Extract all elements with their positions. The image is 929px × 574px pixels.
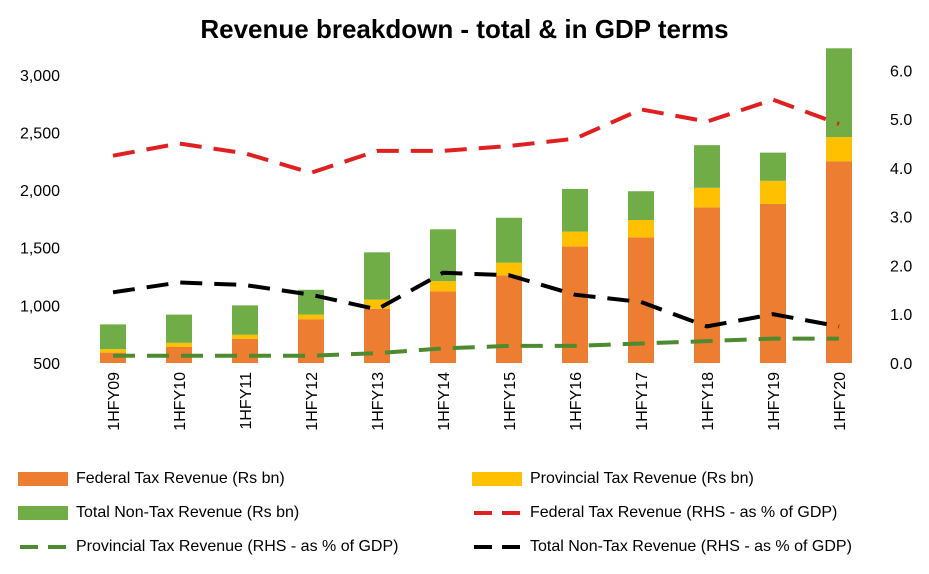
bar-segment-provincial <box>166 342 192 347</box>
legend-swatch-provincial-bar <box>472 472 522 486</box>
bar-segment-provincial <box>298 314 324 320</box>
legend-item-federal-line: Federal Tax Revenue (RHS - as % of GDP) <box>472 502 837 524</box>
category-label: 1HFY19 <box>766 372 783 431</box>
legend-line-provincial <box>20 545 66 549</box>
chart-plot: 500 1,000 1,500 2,000 2,500 3,000 0.0 1.0 2.0 3.0… <box>20 48 912 431</box>
bar-segment-provincial <box>628 220 654 238</box>
right-axis-tick: 0.0 <box>890 356 912 373</box>
legend-item-provincial-line: Provincial Tax Revenue (RHS - as % of GD… <box>18 536 398 558</box>
category-label: 1HFY13 <box>370 372 387 431</box>
bar-segment-nontax <box>166 314 192 343</box>
bar-segment-nontax <box>100 324 126 350</box>
bar-segment-nontax <box>496 217 522 263</box>
legend-line-nontax <box>474 545 520 549</box>
right-axis-tick: 2.0 <box>890 258 912 275</box>
bar-segment-nontax <box>562 188 588 232</box>
bar-segment-nontax <box>760 152 786 181</box>
legend-item-federal-bar: Federal Tax Revenue (Rs bn) <box>18 468 285 490</box>
category-label: 1HFY15 <box>502 372 519 431</box>
legend-label-nontax-line: Total Non-Tax Revenue (RHS - as % of GDP… <box>530 538 852 555</box>
bar-segment-nontax <box>232 305 258 335</box>
line-series-provincial <box>113 336 839 358</box>
bar-segment-provincial <box>826 137 852 162</box>
left-axis-tick: 3,000 <box>20 68 60 85</box>
left-axis-tick: 2,000 <box>20 183 60 200</box>
bar-segment-provincial <box>100 349 126 353</box>
bar-segment-provincial <box>496 262 522 276</box>
legend-label-federal-bar: Federal Tax Revenue (Rs bn) <box>76 470 285 487</box>
legend-label-provincial-bar: Provincial Tax Revenue (Rs bn) <box>530 470 754 487</box>
bar-segment-nontax <box>694 145 720 188</box>
bar-segment-nontax <box>628 191 654 221</box>
right-axis-tick: 4.0 <box>890 161 912 178</box>
left-axis-tick: 1,500 <box>20 241 60 258</box>
bar-segment-nontax <box>364 252 390 300</box>
category-label: 1HFY20 <box>832 372 849 431</box>
right-axis-tick: 6.0 <box>890 63 912 80</box>
left-axis-tick: 1,000 <box>20 298 60 315</box>
line-series-federal <box>112 97 840 175</box>
chart-legend: Federal Tax Revenue (Rs bn) Provincial T… <box>0 464 929 574</box>
legend-label-nontax-bar: Total Non-Tax Revenue (Rs bn) <box>76 504 300 521</box>
legend-item-provincial-bar: Provincial Tax Revenue (Rs bn) <box>472 468 754 490</box>
category-label: 1HFY10 <box>172 372 189 431</box>
bar-segment-federal <box>166 346 192 363</box>
category-label: 1HFY17 <box>634 372 651 431</box>
left-axis-tick: 500 <box>33 356 60 373</box>
right-axis-tick: 5.0 <box>890 112 912 129</box>
bar-segment-federal <box>100 352 126 363</box>
bar-segment-provincial <box>694 187 720 208</box>
legend-line-federal <box>474 511 520 515</box>
bar-segment-provincial <box>430 281 456 292</box>
left-axis-tick: 2,500 <box>20 125 60 142</box>
category-label: 1HFY16 <box>568 372 585 431</box>
right-axis-tick: 3.0 <box>890 210 912 227</box>
right-axis-tick: 1.0 <box>890 307 912 324</box>
legend-item-nontax-line: Total Non-Tax Revenue (RHS - as % of GDP… <box>472 536 852 558</box>
legend-label-provincial-line: Provincial Tax Revenue (RHS - as % of GD… <box>76 538 399 555</box>
bar-segment-provincial <box>232 334 258 339</box>
category-label: 1HFY11 <box>238 372 255 430</box>
bar-segment-provincial <box>364 299 390 309</box>
legend-swatch-federal-bar <box>18 472 68 486</box>
line-series-nontax <box>112 270 840 329</box>
bar-segment-provincial <box>562 231 588 247</box>
legend-swatch-nontax-bar <box>18 506 68 520</box>
bar-segment-federal <box>496 275 522 363</box>
category-label: 1HFY09 <box>106 372 123 431</box>
legend-item-nontax-bar: Total Non-Tax Revenue (Rs bn) <box>18 502 299 524</box>
bar-segment-federal <box>562 246 588 363</box>
category-label: 1HFY18 <box>700 372 717 431</box>
category-label: 1HFY12 <box>304 372 321 431</box>
bar-segment-federal <box>826 161 852 363</box>
bar-segment-federal <box>232 338 258 363</box>
bar-segment-federal <box>430 291 456 363</box>
chart-title: Revenue breakdown - total & in GDP terms <box>200 14 729 44</box>
bar-segment-federal <box>760 203 786 363</box>
bar-segment-provincial <box>760 180 786 204</box>
category-label: 1HFY14 <box>436 372 453 431</box>
legend-label-federal-line: Federal Tax Revenue (RHS - as % of GDP) <box>530 504 838 521</box>
bar-segment-federal <box>694 207 720 363</box>
